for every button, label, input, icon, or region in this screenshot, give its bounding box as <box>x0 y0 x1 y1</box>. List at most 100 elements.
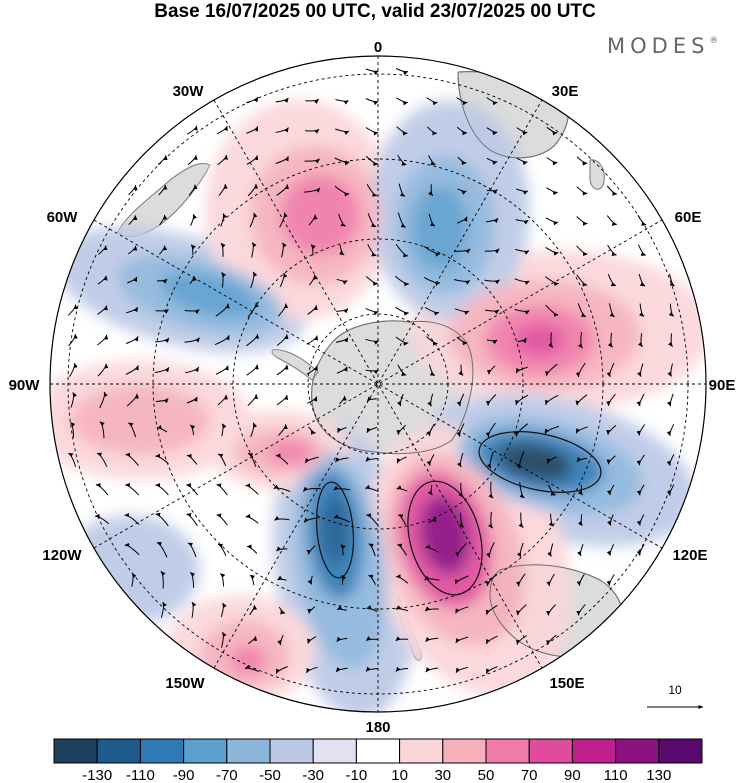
colorbar-swatch <box>571 738 617 764</box>
wind-arrow <box>221 631 227 648</box>
wind-arrow <box>306 365 318 375</box>
wind-arrow <box>636 424 646 436</box>
colorbar-swatch <box>53 738 98 764</box>
colorbar-swatch <box>269 738 314 764</box>
wind-arrow <box>576 456 587 463</box>
anomaly-negative-core-north <box>412 186 468 270</box>
wind-arrow <box>428 213 436 227</box>
wind-arrow <box>125 336 139 344</box>
lon-label-30w: 30W <box>173 83 205 100</box>
wind-arrow <box>69 362 78 377</box>
anomaly-positive-core-center <box>268 440 312 464</box>
wind-arrow <box>548 484 556 496</box>
colorbar-swatch <box>355 738 401 764</box>
colorbar-swatch <box>96 738 141 764</box>
colorbar-tick-label: 110 <box>604 767 628 783</box>
wind-arrow <box>486 97 498 106</box>
wind-arrow <box>456 216 468 224</box>
wind-arrow <box>666 393 674 407</box>
colorbar <box>53 738 703 764</box>
wind-arrow <box>606 425 617 436</box>
wind-arrow <box>606 544 615 557</box>
wind-arrow <box>126 306 139 314</box>
wind-arrow <box>68 333 78 347</box>
wind-arrow <box>184 309 200 314</box>
wind-arrow <box>281 242 287 258</box>
wind-arrow <box>486 217 499 224</box>
wind-arrow <box>395 306 410 316</box>
wind-arrow <box>273 484 291 492</box>
wind-arrow <box>217 453 227 467</box>
wind-arrow <box>365 636 378 642</box>
wind-arrow <box>335 337 349 343</box>
wind-arrow <box>155 308 169 314</box>
wind-arrow <box>276 394 289 406</box>
wind-arrow <box>636 484 645 496</box>
wind-arrow <box>365 666 378 672</box>
wind-arrow <box>423 245 441 257</box>
wind-arrow <box>547 543 554 557</box>
wind-arrow <box>607 332 613 348</box>
wind-arrow <box>395 336 409 346</box>
wind-arrow <box>157 154 168 165</box>
wind-arrow <box>485 394 497 406</box>
wind-arrow <box>220 242 226 257</box>
wind-arrow <box>128 245 138 255</box>
wind-arrow <box>94 513 110 525</box>
wind-arrow <box>304 456 319 464</box>
wind-arrow <box>397 543 407 556</box>
wind-arrow <box>246 126 259 134</box>
wind-arrow <box>187 542 197 558</box>
wind-arrow <box>248 635 257 645</box>
wind-arrow <box>455 666 469 674</box>
wind-arrow <box>636 514 645 526</box>
wind-arrow <box>396 393 404 407</box>
wind-arrow <box>275 666 288 674</box>
wind-arrow <box>576 186 588 196</box>
lon-label-150e: 150E <box>549 675 584 692</box>
reference-vector: 10 <box>647 683 704 709</box>
wind-arrow <box>365 68 379 75</box>
wind-arrow <box>667 363 673 377</box>
wind-arrow <box>607 244 617 256</box>
wind-arrow <box>666 484 675 496</box>
wind-arrow <box>70 422 76 438</box>
logo-registered-mark: ® <box>709 36 719 46</box>
wind-arrow <box>304 187 321 193</box>
anomaly-positive-peak-east <box>515 324 565 356</box>
wind-arrow <box>274 515 290 521</box>
wind-arrow <box>335 457 349 463</box>
map-disc <box>50 56 706 712</box>
wind-arrow <box>456 393 465 407</box>
wind-arrow <box>333 485 351 491</box>
wind-arrow <box>245 514 259 524</box>
wind-arrow <box>215 303 230 317</box>
wind-arrow <box>453 279 471 285</box>
wind-arrow <box>545 246 559 256</box>
wind-arrow <box>396 485 408 492</box>
wind-arrow <box>276 364 289 376</box>
wind-arrow <box>336 278 348 285</box>
wind-arrow <box>340 544 346 556</box>
colorbar-swatch <box>226 738 271 764</box>
wind-arrow <box>427 393 434 407</box>
wind-arrow <box>310 244 316 256</box>
wind-arrow <box>426 454 435 467</box>
reference-vector-label: 10 <box>668 683 682 697</box>
wind-arrow <box>217 543 227 556</box>
wind-arrow <box>365 369 379 375</box>
wind-arrow <box>306 335 319 345</box>
wind-arrow <box>341 574 347 585</box>
wind-arrow <box>155 453 169 465</box>
anomaly-negative-core-west <box>161 271 259 319</box>
colorbar-swatch <box>139 738 185 764</box>
wind-arrow <box>68 304 78 316</box>
wind-arrow <box>577 543 584 557</box>
wind-arrow <box>365 513 378 526</box>
wind-arrow <box>424 575 440 581</box>
wind-arrow <box>247 302 259 318</box>
colorbar-labels: -130 -110 -90 -70 -50 -30 -10 10 30 50 70 90 110 130 <box>82 767 671 783</box>
wind-arrow <box>99 421 105 439</box>
wind-arrow <box>426 336 438 346</box>
wind-arrow <box>577 303 587 318</box>
